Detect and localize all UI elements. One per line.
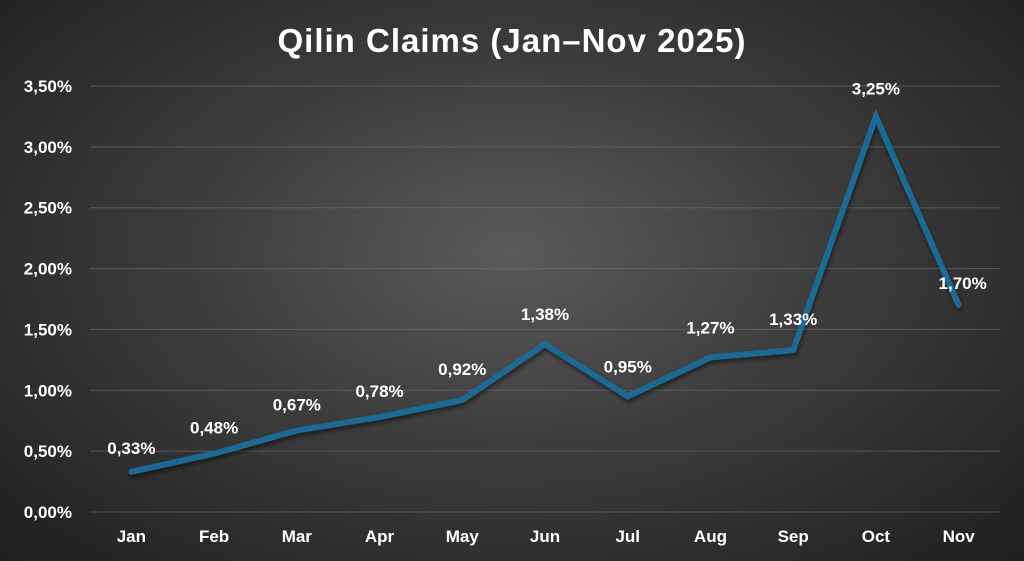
series-line	[128, 108, 962, 475]
data-label: 0,67%	[273, 395, 321, 414]
y-tick-label: 3,50%	[24, 77, 72, 96]
x-tick-label: Nov	[943, 527, 976, 546]
x-tick-label: Jun	[530, 527, 560, 546]
x-tick-label: Jul	[615, 527, 640, 546]
y-tick-label: 1,50%	[24, 320, 72, 339]
y-tick-label: 2,50%	[24, 199, 72, 218]
x-tick-label: Feb	[199, 527, 229, 546]
data-label: 0,33%	[107, 439, 155, 458]
data-series	[128, 108, 962, 475]
data-label: 3,25%	[852, 79, 900, 98]
x-tick-label: Aug	[694, 527, 727, 546]
y-tick-label: 2,00%	[24, 260, 72, 279]
x-tick-label: Oct	[862, 527, 891, 546]
y-tick-label: 1,00%	[24, 381, 72, 400]
data-label: 1,27%	[686, 318, 734, 337]
x-tick-label: Mar	[282, 527, 313, 546]
data-label: 0,48%	[190, 419, 238, 438]
data-label: 1,38%	[521, 305, 569, 324]
data-labels: 0,33% 0,48% 0,67% 0,78% 0,92% 1,38% 0,95% 1,27%…	[107, 79, 986, 457]
data-label: 0,92%	[438, 360, 486, 379]
x-tick-label: Jan	[117, 527, 146, 546]
x-axis-ticks: Jan Feb Mar Apr May Jun Jul Aug Sep Oct Nov	[117, 527, 976, 546]
y-tick-label: 0,50%	[24, 442, 72, 461]
y-tick-label: 3,00%	[24, 138, 72, 157]
x-tick-label: May	[446, 527, 480, 546]
y-axis-ticks: 0,00% 0,50% 1,00% 1,50% 2,00% 2,50% 3,00% 3,50%	[24, 77, 72, 522]
x-tick-label: Apr	[365, 527, 395, 546]
y-tick-label: 0,00%	[24, 503, 72, 522]
x-tick-label: Sep	[778, 527, 809, 546]
gridlines	[90, 85, 1000, 513]
data-label: 0,95%	[604, 357, 652, 376]
data-label: 1,70%	[939, 274, 987, 293]
data-label: 0,78%	[355, 382, 403, 401]
data-label: 1,33%	[769, 310, 817, 329]
chart-title: Qilin Claims (Jan–Nov 2025)	[277, 22, 746, 59]
